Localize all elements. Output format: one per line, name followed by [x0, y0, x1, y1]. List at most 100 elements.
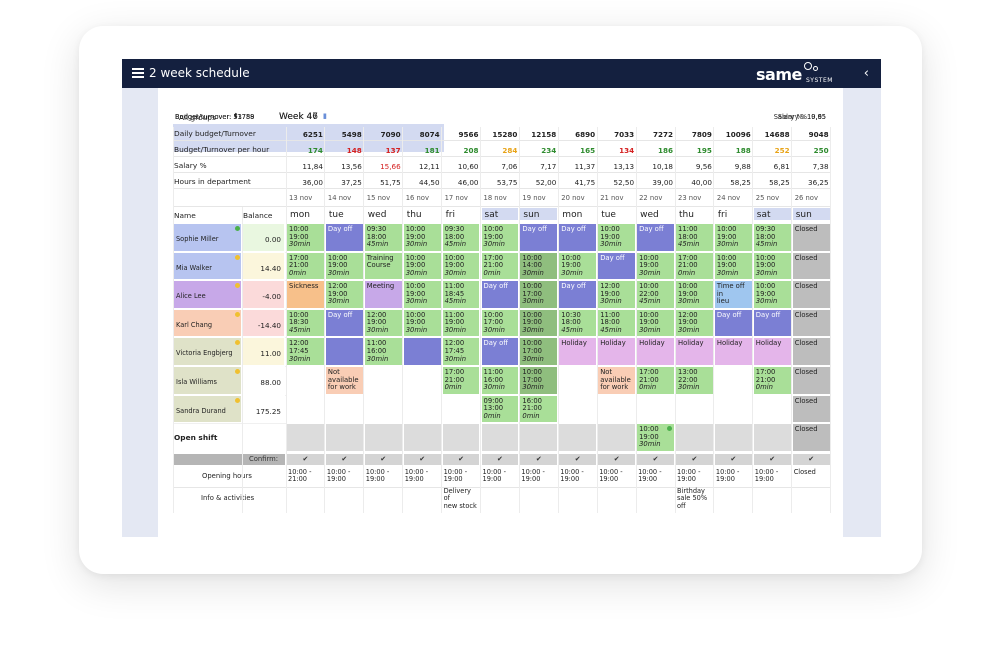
confirm-checkbox[interactable]: ✔ [714, 453, 752, 465]
shift-cell[interactable] [752, 394, 792, 424]
day-header-wed[interactable]: wed [363, 207, 403, 221]
shift-cell[interactable]: 16:00 21:00 0min [519, 394, 559, 424]
open-shift-cell[interactable] [558, 423, 598, 452]
shift-cell[interactable]: Not available for work [597, 366, 637, 395]
shift-cell[interactable]: 11:00 18:00 45min [675, 223, 714, 252]
shift-cell[interactable]: 17:00 21:00 0min [441, 366, 481, 395]
shift-cell[interactable]: 10:00 19:00 30min [636, 308, 675, 338]
day-header-sat[interactable]: sat [752, 207, 792, 221]
open-shift-cell[interactable] [324, 423, 364, 452]
open-shift-cell[interactable] [480, 423, 520, 452]
confirm-checkbox[interactable]: ✔ [637, 453, 674, 465]
confirm-checkbox[interactable]: ✔ [364, 453, 402, 465]
shift-cell[interactable]: Closed [791, 337, 831, 366]
shift-cell[interactable]: 12:00 17:45 30min [286, 337, 325, 366]
employee-name-cell[interactable]: Alice Lee [173, 280, 242, 309]
shift-cell[interactable]: 17:00 21:00 0min [286, 251, 325, 281]
day-header-sun[interactable]: sun [519, 207, 559, 221]
day-header-wed[interactable]: wed [636, 207, 675, 221]
shift-cell[interactable] [558, 394, 598, 424]
open-shift-cell[interactable] [402, 423, 442, 452]
shift-cell[interactable]: Day off [752, 308, 792, 338]
open-shift-cell[interactable] [519, 423, 559, 452]
open-shift-cell[interactable] [713, 423, 753, 452]
shift-cell[interactable] [713, 394, 753, 424]
employee-name[interactable]: Sophie Miller [176, 235, 219, 243]
shift-cell[interactable]: 11:00 19:00 30min [441, 308, 481, 338]
shift-cell[interactable] [675, 394, 714, 424]
shift-cell[interactable]: Day off [597, 251, 637, 281]
shift-cell[interactable]: 10:00 19:00 30min [636, 251, 675, 281]
employee-name[interactable]: Sandra Durand [176, 406, 226, 415]
day-header-tue[interactable]: tue [324, 207, 364, 221]
shift-cell[interactable]: 10:00 17:00 30min [480, 308, 520, 338]
shift-cell[interactable]: Day off [324, 308, 364, 338]
day-header-mon[interactable]: mon [286, 207, 325, 221]
shift-cell[interactable]: Day off [480, 337, 520, 366]
open-shift-cell[interactable] [286, 423, 325, 452]
shift-cell[interactable]: 10:00 14:00 30min [519, 251, 559, 281]
open-shift-cell[interactable] [752, 423, 792, 452]
shift-cell[interactable] [402, 337, 442, 366]
shift-cell[interactable]: 10:00 19:00 30min [402, 280, 442, 309]
shift-cell[interactable]: 13:00 22:00 30min [675, 366, 714, 395]
open-shift-cell[interactable] [441, 423, 481, 452]
shift-cell[interactable]: Training Course [363, 251, 403, 281]
shift-cell[interactable]: Closed [791, 366, 831, 395]
confirm-checkbox[interactable]: ✔ [753, 453, 791, 465]
confirm-checkbox[interactable]: ✔ [325, 453, 363, 465]
hamburger-icon[interactable] [132, 68, 144, 78]
shift-cell[interactable]: 10:00 19:00 30min [286, 223, 325, 252]
day-header-fri[interactable]: fri [441, 207, 481, 221]
day-header-sun[interactable]: sun [791, 207, 831, 221]
shift-cell[interactable]: 09:30 18:00 45min [363, 223, 403, 252]
shift-cell[interactable]: 10:00 17:00 30min [519, 280, 559, 309]
chart-icon[interactable]: ▮ [323, 112, 327, 120]
day-header-tue[interactable]: tue [597, 207, 637, 221]
shift-cell[interactable]: Meeting [363, 280, 403, 309]
shift-cell[interactable]: Not available for work [324, 366, 364, 395]
shift-cell[interactable]: Day off [324, 223, 364, 252]
shift-cell[interactable]: 10:00 19:00 30min [402, 308, 442, 338]
shift-cell[interactable]: 17:00 21:00 0min [675, 251, 714, 281]
day-header-fri[interactable]: fri [713, 207, 753, 221]
shift-cell[interactable]: 12:00 19:00 30min [324, 280, 364, 309]
employee-name-cell[interactable]: Karl Chang [173, 308, 242, 338]
shift-cell[interactable] [713, 366, 753, 395]
day-header-mon[interactable]: mon [558, 207, 598, 221]
shift-cell[interactable]: 17:00 21:00 0min [752, 366, 792, 395]
confirm-checkbox[interactable]: ✔ [792, 453, 830, 465]
shift-cell[interactable] [558, 366, 598, 395]
shift-cell[interactable] [636, 394, 675, 424]
shift-cell[interactable]: Holiday [713, 337, 753, 366]
shift-cell[interactable]: Holiday [752, 337, 792, 366]
shift-cell[interactable]: 10:00 19:00 30min [324, 251, 364, 281]
shift-cell[interactable]: 10:00 22:00 45min [636, 280, 675, 309]
confirm-checkbox[interactable]: ✔ [481, 453, 519, 465]
confirm-checkbox[interactable]: ✔ [676, 453, 713, 465]
shift-cell[interactable] [286, 366, 325, 395]
shift-cell[interactable]: Day off [713, 308, 753, 338]
shift-cell[interactable]: 10:00 19:00 30min [441, 251, 481, 281]
day-header-thu[interactable]: thu [675, 207, 714, 221]
employee-name[interactable]: Isla Williams [176, 378, 217, 386]
shift-cell[interactable]: 17:00 21:00 0min [636, 366, 675, 395]
shift-cell[interactable] [363, 366, 403, 395]
shift-cell[interactable]: 10:00 19:00 30min [402, 223, 442, 252]
shift-cell[interactable]: Closed [791, 308, 831, 338]
shift-cell[interactable] [441, 394, 481, 424]
shift-cell[interactable]: Closed [791, 251, 831, 281]
shift-cell[interactable]: 11:00 18:00 45min [597, 308, 637, 338]
shift-cell[interactable]: Day off [636, 223, 675, 252]
shift-cell[interactable]: Holiday [597, 337, 637, 366]
shift-cell[interactable]: 10:00 19:00 30min [480, 223, 520, 252]
shift-cell[interactable]: 09:30 18:00 45min [441, 223, 481, 252]
shift-cell[interactable]: 10:00 17:00 30min [519, 337, 559, 366]
employee-name-cell[interactable]: Sandra Durand [173, 394, 242, 424]
employee-name[interactable]: Alice Lee [176, 292, 206, 301]
chevron-left-icon[interactable]: ‹ [863, 66, 869, 81]
shift-cell[interactable]: Time off in lieu [713, 280, 753, 309]
open-shift-cell[interactable] [363, 423, 403, 452]
shift-cell[interactable] [363, 394, 403, 424]
shift-cell[interactable]: 10:00 19:00 30min [558, 251, 598, 281]
